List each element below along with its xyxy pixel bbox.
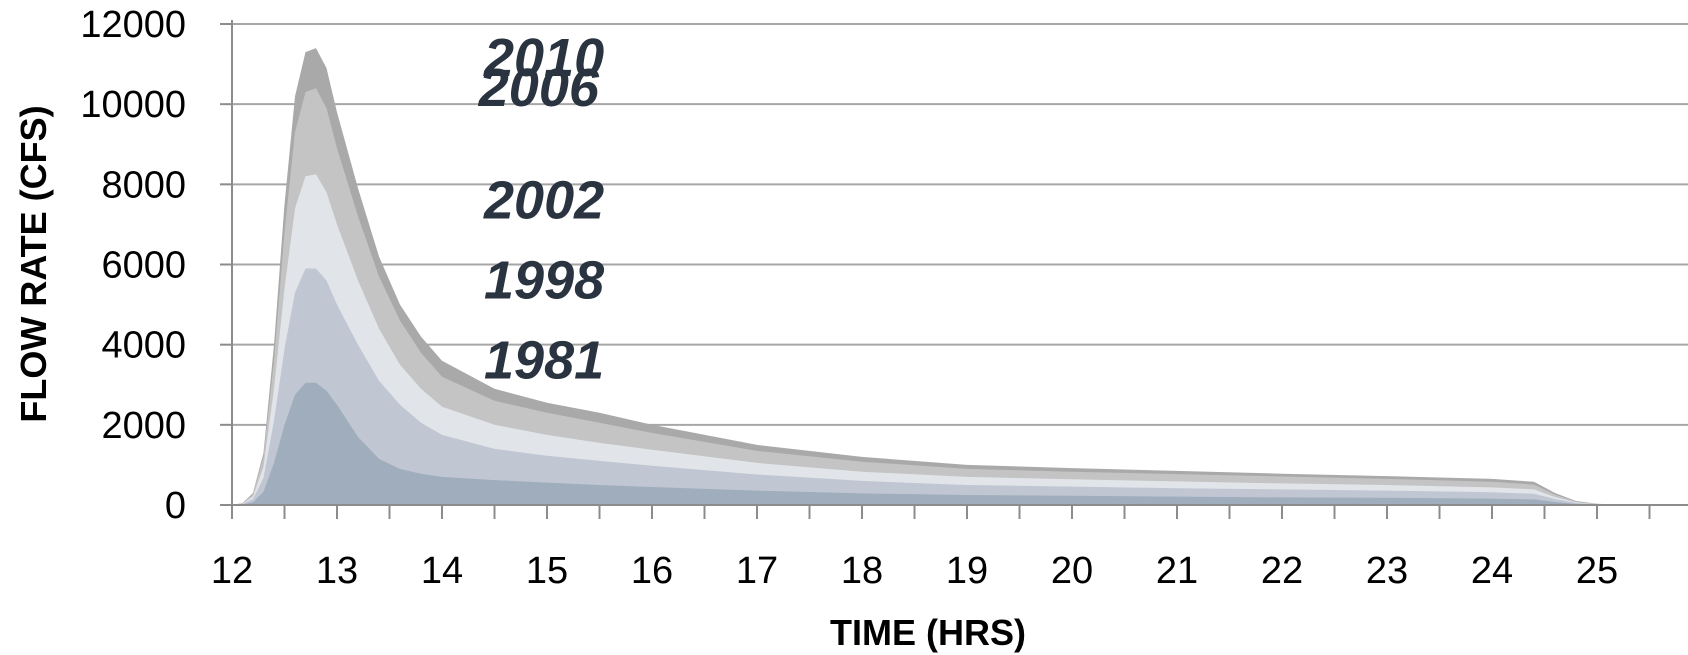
x-tick-label-22: 22 (1261, 550, 1303, 592)
x-tick-label-12: 12 (211, 550, 253, 592)
x-tick-label-13: 13 (316, 550, 358, 592)
y-tick-label-4000: 4000 (101, 325, 186, 367)
x-tick-label-17: 17 (736, 550, 778, 592)
y-tick-label-8000: 8000 (101, 164, 186, 206)
x-tick-label-20: 20 (1051, 550, 1093, 592)
area-series (232, 48, 1639, 506)
series-label-2006: 2006 (478, 58, 600, 118)
y-tick-labels: 0 2000 4000 6000 8000 10000 12000 (80, 4, 186, 527)
x-tick-label-15: 15 (526, 550, 568, 592)
y-tick-label-2000: 2000 (101, 405, 186, 447)
grid-lines (232, 23, 1688, 426)
series-label-2010: 2010 (483, 28, 604, 88)
x-axis-title: TIME (HRS) (830, 612, 1026, 653)
axes (220, 20, 1688, 519)
x-tick-label-18: 18 (841, 550, 883, 592)
x-tick-labels: 12 13 14 15 16 17 18 19 20 21 22 23 24 25 (211, 550, 1618, 592)
y-tick-label-10000: 10000 (80, 84, 186, 126)
x-tick-label-24: 24 (1471, 550, 1513, 592)
x-tick-label-25: 25 (1576, 550, 1618, 592)
x-tick-label-21: 21 (1156, 550, 1198, 592)
series-label-1981: 1981 (484, 331, 604, 391)
x-tick-label-19: 19 (946, 550, 988, 592)
area-series-1981 (232, 382, 1639, 505)
y-tick-label-12000: 12000 (80, 4, 186, 46)
x-tick-label-16: 16 (631, 550, 673, 592)
x-tick-label-14: 14 (421, 550, 463, 592)
y-tick-label-6000: 6000 (101, 245, 186, 287)
y-axis-title: FLOW RATE (CFS) (13, 105, 54, 422)
x-tick-label-23: 23 (1366, 550, 1408, 592)
series-label-1998: 1998 (484, 251, 604, 311)
y-tick-label-0: 0 (165, 485, 186, 527)
series-label-2002: 2002 (483, 170, 604, 230)
